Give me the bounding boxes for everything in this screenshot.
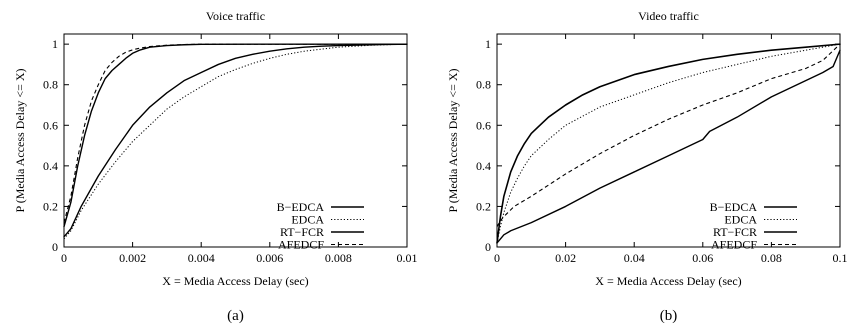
figure-caption: (a) [227, 308, 244, 324]
x-tick-label: 0.004 [188, 251, 215, 265]
y-tick-label: 0.8 [476, 78, 491, 92]
x-tick-label: 0.06 [692, 251, 713, 265]
x-tick-label: 0.006 [256, 251, 283, 265]
legend-label: EDCA [291, 213, 324, 227]
y-tick-label: 0 [485, 240, 491, 254]
y-tick-label: 0.8 [43, 78, 58, 92]
chart-title: Video traffic [638, 9, 699, 23]
legend-label: RT−FCR [713, 225, 757, 239]
y-tick-label: 0.6 [476, 118, 491, 132]
chart-panel-0: 0 0.002 0.004 0.006 0.008 0.01 0 0.2 0.4 0.6 0.8 1 V… [13, 9, 418, 324]
y-tick-label: 0.4 [476, 159, 491, 173]
series-line-rtfcr [496, 49, 841, 244]
y-tick-label: 0.4 [43, 159, 58, 173]
x-axis-label: X = Media Access Delay (sec) [595, 274, 741, 288]
legend-label: AFEDCF [278, 238, 324, 252]
series-line-bedca [63, 43, 408, 238]
figure-caption: (b) [660, 308, 678, 324]
x-tick-label: 0.01 [397, 251, 418, 265]
y-axis-label: P (Media Access Delay <= X) [446, 68, 460, 212]
x-tick-label: 0.02 [555, 251, 576, 265]
x-tick-label: 0.08 [761, 251, 782, 265]
y-tick-label: 1 [52, 37, 58, 51]
series-line-edca [63, 43, 408, 240]
series-line-edca [496, 43, 841, 244]
x-tick-label: 0.002 [119, 251, 146, 265]
plot-frame [63, 33, 408, 248]
legend-label: B−EDCA [710, 200, 758, 214]
series-line-afedcf [63, 43, 407, 223]
x-tick-label: 0 [61, 251, 67, 265]
plot-frame [496, 33, 841, 248]
x-tick-label: 0 [494, 251, 500, 265]
series-line-afedcf [496, 43, 841, 227]
x-tick-label: 0.008 [325, 251, 352, 265]
y-tick-label: 0 [52, 240, 58, 254]
y-tick-label: 0.2 [476, 199, 491, 213]
legend-label: B−EDCA [277, 200, 325, 214]
x-axis-label: X = Media Access Delay (sec) [162, 274, 308, 288]
y-axis-label: P (Media Access Delay <= X) [13, 68, 27, 212]
legend-label: RT−FCR [280, 225, 324, 239]
series-line-bedca [496, 43, 841, 244]
series-line-rtfcr [63, 43, 408, 228]
chart-panel-1: 0 0.02 0.04 0.06 0.08 0.1 0 0.2 0.4 0.6 0.8 1 Video … [446, 9, 848, 324]
legend-label: EDCA [724, 213, 757, 227]
y-tick-label: 0.6 [43, 118, 58, 132]
x-tick-label: 0.1 [833, 251, 848, 265]
legend-label: AFEDCF [711, 238, 757, 252]
y-tick-label: 1 [485, 37, 491, 51]
chart-title: Voice traffic [206, 9, 265, 23]
x-tick-label: 0.04 [624, 251, 645, 265]
y-tick-label: 0.2 [43, 199, 58, 213]
